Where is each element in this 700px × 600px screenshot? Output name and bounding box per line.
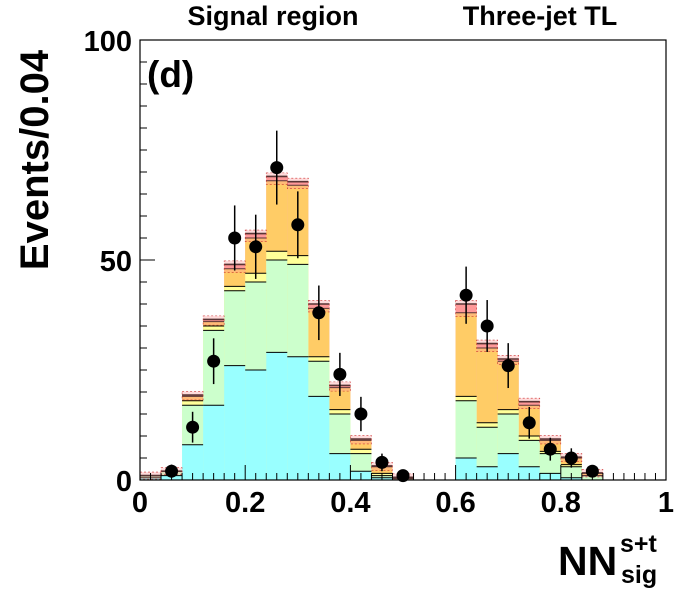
x-tick-label-5: 1 bbox=[658, 487, 674, 519]
marker-0 bbox=[165, 464, 179, 478]
data-point-16 bbox=[543, 437, 557, 461]
bar-background-cyan-2 bbox=[182, 444, 204, 480]
marker-17 bbox=[564, 451, 578, 465]
marker-8 bbox=[333, 367, 347, 381]
data-point-13 bbox=[480, 300, 494, 352]
hatch-bin-3 bbox=[202, 315, 225, 326]
bar-background-cyan-3 bbox=[203, 405, 225, 480]
marker-12 bbox=[459, 288, 473, 302]
marker-10 bbox=[375, 455, 389, 469]
marker-18 bbox=[585, 464, 599, 478]
marker-4 bbox=[249, 240, 263, 254]
hatch-bin-10 bbox=[350, 435, 372, 445]
marker-5 bbox=[270, 161, 284, 175]
y-tick-label-1: 50 bbox=[100, 246, 132, 278]
bar-background-cyan-4 bbox=[224, 365, 246, 480]
data-point-1 bbox=[186, 411, 200, 443]
data-point-7 bbox=[312, 285, 326, 341]
stacked-histogram bbox=[139, 172, 604, 481]
y-tick-label-2: 100 bbox=[84, 26, 132, 58]
marker-7 bbox=[312, 306, 326, 320]
data-point-3 bbox=[228, 205, 242, 271]
bar-background-cyan-15 bbox=[455, 458, 477, 480]
data-point-6 bbox=[291, 191, 305, 259]
data-point-9 bbox=[354, 396, 368, 432]
hatch-bin-2 bbox=[181, 391, 204, 401]
y-tick-label-0: 0 bbox=[116, 466, 132, 498]
bar-background-cyan-5 bbox=[245, 370, 267, 480]
title-right: Three-jet TL bbox=[463, 1, 618, 31]
x-tick-label-2: 0.4 bbox=[330, 487, 370, 519]
marker-13 bbox=[480, 319, 494, 333]
marker-6 bbox=[291, 218, 305, 232]
axis-ticks bbox=[139, 39, 667, 481]
data-point-4 bbox=[249, 214, 263, 279]
bar-background-cyan-17 bbox=[497, 453, 519, 480]
data-point-5 bbox=[270, 130, 284, 205]
marker-14 bbox=[501, 359, 515, 373]
marker-9 bbox=[354, 407, 368, 421]
marker-15 bbox=[522, 416, 536, 430]
x-axis-label: NN bbox=[558, 538, 617, 584]
data-point-2 bbox=[207, 338, 221, 385]
panel-label: (d) bbox=[147, 54, 194, 95]
data-point-15 bbox=[522, 406, 536, 439]
marker-1 bbox=[186, 420, 200, 434]
title-left: Signal region bbox=[187, 1, 358, 31]
hatch-bin-7 bbox=[286, 177, 309, 190]
x-tick-label-4: 0.8 bbox=[541, 487, 581, 519]
marker-2 bbox=[207, 354, 221, 368]
bar-background-cyan-6 bbox=[266, 352, 288, 480]
data-point-17 bbox=[564, 448, 578, 468]
x-axis-label-sub: sig bbox=[621, 561, 657, 589]
data-point-10 bbox=[375, 453, 389, 472]
tick-labels: 0 0.2 0.4 0.6 0.8 1 0 50 100 bbox=[84, 26, 674, 519]
bar-background-cyan-7 bbox=[287, 356, 309, 480]
x-tick-label-1: 0.2 bbox=[225, 487, 265, 519]
marker-16 bbox=[543, 442, 557, 456]
data-point-8 bbox=[333, 352, 347, 396]
data-point-12 bbox=[459, 266, 473, 324]
data-point-14 bbox=[501, 343, 515, 389]
bar-background-cyan-8 bbox=[308, 396, 330, 480]
x-tick-label-0: 0 bbox=[132, 487, 148, 519]
marker-3 bbox=[228, 231, 242, 245]
hatch-bin-18 bbox=[518, 397, 541, 410]
data-points bbox=[165, 130, 599, 483]
x-tick-label-3: 0.6 bbox=[435, 487, 475, 519]
x-axis-label-sup: s+t bbox=[620, 530, 658, 558]
x-axis-label-main: NN bbox=[558, 538, 617, 584]
bar-background-cyan-9 bbox=[329, 453, 351, 480]
y-axis-label: Events/0.04 bbox=[13, 49, 57, 270]
